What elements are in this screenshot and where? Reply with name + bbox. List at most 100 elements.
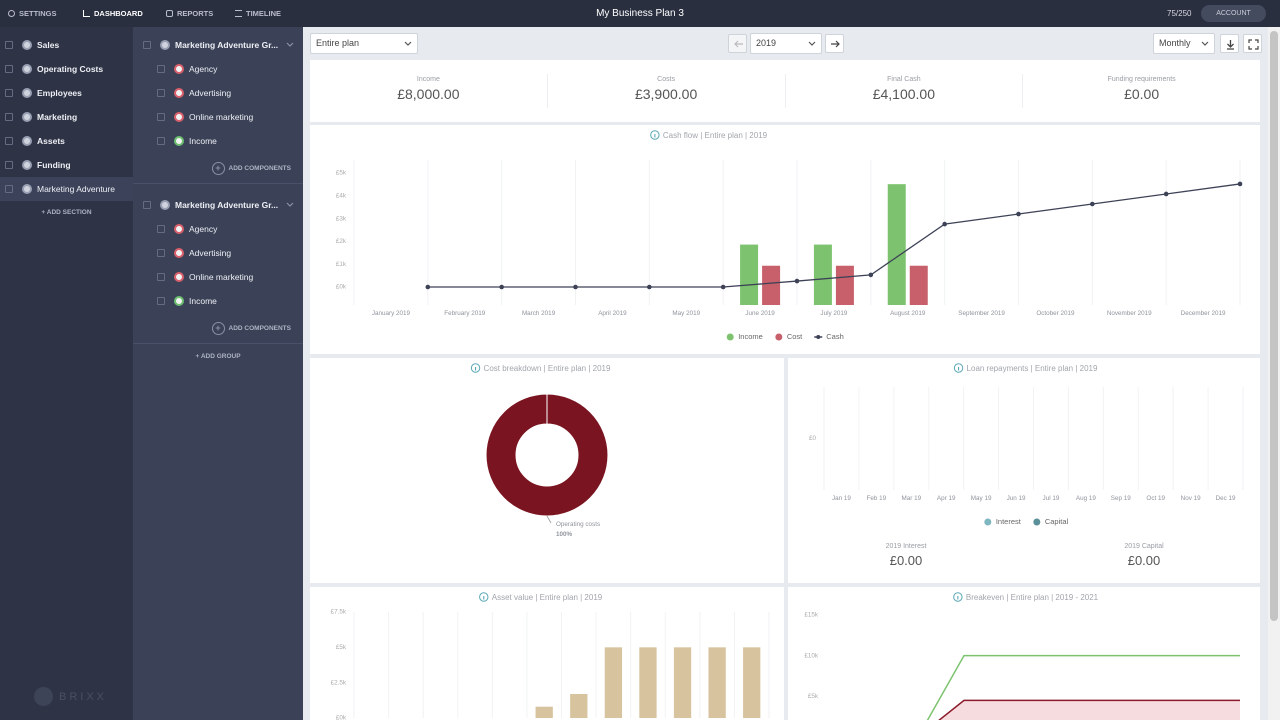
bar: [639, 647, 657, 718]
scroll-thumb[interactable]: [1270, 31, 1278, 621]
kpi-label: Costs: [657, 76, 676, 83]
kpi-label: Final Cash: [887, 76, 921, 83]
chart-title: Breakeven | Entire plan | 2019 - 2021: [966, 593, 1099, 602]
section-label: Marketing: [37, 112, 78, 122]
component-item[interactable]: Advertising: [133, 81, 303, 105]
caret: [404, 41, 412, 46]
component-item[interactable]: Income: [133, 129, 303, 153]
nav-reports[interactable]: REPORTS: [166, 9, 213, 18]
chart: 2019 Interest £0.00 2019 Capital £0.00 L…: [809, 363, 1244, 568]
stat-label: 2019 Interest: [886, 543, 927, 550]
status-dot: [174, 248, 184, 258]
group-header[interactable]: Marketing Adventure Gr...: [133, 193, 303, 217]
checkbox: [157, 273, 165, 281]
add-components[interactable]: + ADD COMPONENTS: [133, 153, 303, 183]
add-components[interactable]: + ADD COMPONENTS: [133, 313, 303, 343]
kpi: Costs £3,900.00: [548, 74, 786, 108]
x-tick-label: February 2019: [444, 310, 485, 317]
status-dot: [160, 40, 170, 50]
y-tick-label: £5k: [336, 644, 347, 651]
y-tick-label: £15k: [804, 612, 819, 619]
info-icon: [470, 363, 481, 373]
logo: BRIXX: [34, 687, 107, 706]
x-tick-label: August 2019: [890, 310, 926, 317]
nav-timeline[interactable]: TIMELINE: [235, 9, 281, 18]
section-item[interactable]: Marketing: [0, 105, 133, 129]
point: [499, 284, 504, 290]
x-tick-label: Jan 19: [832, 495, 851, 502]
scrollbar[interactable]: [1268, 27, 1280, 720]
next-year[interactable]: [825, 34, 844, 53]
kpi: Final Cash £4,100.00: [786, 74, 1024, 108]
checkbox: [157, 113, 165, 121]
component-group: Marketing Adventure Gr... Agency Advertisi…: [133, 184, 303, 344]
section-item[interactable]: Employees: [0, 81, 133, 105]
checkbox: [157, 137, 165, 145]
leader-line: [546, 515, 552, 524]
section-item[interactable]: Marketing Adventure: [0, 177, 133, 201]
component-item[interactable]: Agency: [133, 57, 303, 81]
nav-settings[interactable]: SETTINGS: [8, 9, 57, 18]
section-item[interactable]: Assets: [0, 129, 133, 153]
chevron: [286, 42, 294, 47]
checkbox: [5, 113, 13, 121]
nav-label: TIMELINE: [246, 9, 281, 18]
y-tick-label: £4k: [336, 192, 347, 199]
nav-dashboard[interactable]: DASHBOARD: [83, 9, 143, 18]
usage: 75/250: [1167, 9, 1192, 18]
x-tick-label: Dec 19: [1216, 495, 1236, 502]
point: [720, 284, 726, 290]
component-name: Online marketing: [189, 272, 254, 282]
point: [1016, 211, 1021, 217]
component-item[interactable]: Online marketing: [133, 265, 303, 289]
add-group[interactable]: + ADD GROUP: [195, 353, 241, 360]
component-item[interactable]: Agency: [133, 217, 303, 241]
year-select[interactable]: 2019: [750, 33, 822, 54]
y-tick-label: £10k: [804, 652, 819, 659]
nav-label: SETTINGS: [19, 9, 57, 18]
checkbox: [157, 297, 165, 305]
y-tick-label: £1k: [336, 261, 347, 268]
section-item[interactable]: Sales: [0, 33, 133, 57]
prev-year[interactable]: [728, 34, 747, 53]
component-item[interactable]: Online marketing: [133, 105, 303, 129]
checkbox: [5, 161, 13, 169]
expand[interactable]: [1243, 34, 1262, 53]
checkbox: [5, 41, 13, 49]
account-button[interactable]: ACCOUNT: [1201, 5, 1266, 22]
scope-select[interactable]: Entire plan: [310, 33, 418, 54]
logo-mark: [34, 687, 53, 706]
x-tick-label: Aug 19: [1076, 495, 1096, 502]
bar: [743, 647, 761, 718]
checkbox: [157, 65, 165, 73]
group-name: Marketing Adventure Gr...: [175, 40, 279, 50]
stat-value: £0.00: [1128, 553, 1161, 568]
legend-item: Income: [726, 332, 763, 341]
icon: [8, 10, 15, 17]
section-item[interactable]: Operating Costs: [0, 57, 133, 81]
period-select[interactable]: Monthly: [1153, 33, 1215, 54]
y-tick-label: £0k: [336, 715, 347, 720]
status-dot: [22, 64, 32, 74]
x-tick-label: Oct 19: [1146, 495, 1165, 502]
x-tick-label: December 2019: [1181, 310, 1226, 317]
component-name: Agency: [189, 224, 218, 234]
add-section[interactable]: + ADD SECTION: [41, 209, 92, 216]
add-label: ADD COMPONENTS: [228, 164, 291, 172]
group-header[interactable]: Marketing Adventure Gr...: [133, 33, 303, 57]
status-dot: [22, 112, 32, 122]
slice-label: Operating costs: [556, 521, 600, 528]
bar: [708, 647, 726, 718]
status-dot: [174, 224, 184, 234]
legend-label: Interest: [996, 517, 1022, 526]
status-dot: [174, 272, 184, 282]
download[interactable]: [1220, 34, 1239, 53]
icon: [83, 10, 90, 17]
component-item[interactable]: Advertising: [133, 241, 303, 265]
x-tick-label: Sep 19: [1111, 495, 1131, 502]
legend-label: Capital: [1045, 517, 1069, 526]
section-item[interactable]: Funding: [0, 153, 133, 177]
component-item[interactable]: Income: [133, 289, 303, 313]
x-tick-label: May 19: [971, 495, 992, 502]
legend-label: Cash: [826, 332, 844, 341]
